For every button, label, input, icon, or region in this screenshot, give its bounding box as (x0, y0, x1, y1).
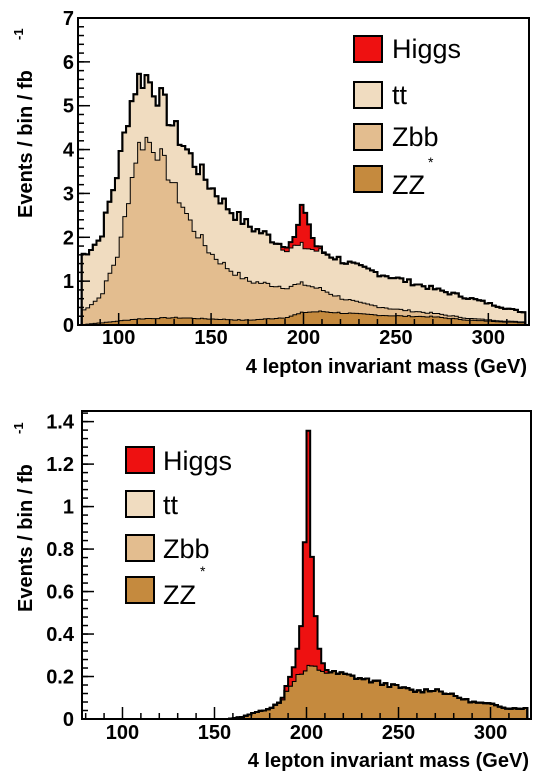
top-x-tick-label: 150 (194, 327, 227, 349)
bottom-x-tick-label: 200 (290, 722, 323, 744)
bottom-series-area-higgs (82, 430, 531, 719)
bottom-x-axis-title: 4 lepton invariant mass (GeV) (248, 750, 529, 772)
legend-swatch-higgs (125, 446, 155, 474)
legend-swatch-zz (125, 576, 155, 604)
top-x-tick-label: 300 (472, 327, 505, 349)
top-y-tick-label: 3 (63, 183, 74, 205)
bottom-x-tick-label: 100 (106, 722, 139, 744)
top-y-tick-label: 0 (63, 315, 74, 337)
legend-swatch-tt (125, 490, 155, 518)
bottom-y-axis-title-group: Events / bin / fb -1 (11, 422, 37, 612)
bottom-y-tick-label: 0.6 (46, 582, 74, 604)
top-y-tick-label: 5 (63, 96, 74, 118)
bottom-x-tick-label: 150 (198, 722, 231, 744)
bottom-legend: Higgs tt Zbb ZZ * (125, 446, 232, 610)
bottom-x-tick-label: 300 (474, 722, 507, 744)
bottom-y-tick-label: 0 (63, 709, 74, 731)
top-series-area-tt (78, 73, 529, 326)
bottom-y-tick-label: 0.2 (46, 667, 74, 689)
legend-swatch-zz (353, 165, 383, 193)
legend-label-tt: tt (392, 80, 408, 110)
bottom-y-axis-title-superscript: -1 (11, 422, 26, 434)
legend-label-zz: ZZ (163, 580, 196, 610)
top-y-axis-title-group: Events / bin / fb -1 (11, 28, 37, 218)
top-x-tick-label: 200 (287, 327, 320, 349)
bottom-series-area-zz (82, 664, 531, 719)
legend-swatch-higgs (353, 35, 383, 63)
top-legend: Higgs tt Zbb ZZ * (353, 34, 461, 200)
top-x-tick-label: 250 (379, 327, 412, 349)
top-series-outline-higgs (78, 72, 529, 326)
top-y-axis-title-superscript: -1 (11, 28, 26, 40)
top-series-area-zbb (78, 136, 529, 325)
top-y-axis-title: Events / bin / fb (15, 70, 37, 218)
legend-label-tt: tt (163, 490, 179, 520)
top-x-tick-label: 100 (102, 327, 135, 349)
legend-swatch-zbb (353, 123, 383, 151)
top-chart: 100 150 200 250 300 0 1 2 3 4 5 6 7 4 le… (11, 8, 530, 378)
legend-label-zz: ZZ (392, 170, 425, 200)
bottom-y-tick-label: 0.8 (46, 539, 74, 561)
legend-label-zz-superscript: * (200, 563, 206, 579)
legend-label-zz-superscript: * (428, 154, 434, 170)
bottom-x-tick-label: 250 (382, 722, 415, 744)
bottom-y-tick-label: 1.2 (46, 454, 74, 476)
legend-label-higgs: Higgs (163, 446, 232, 476)
legend-swatch-zbb (125, 534, 155, 562)
bottom-y-tick-label: 1 (63, 497, 74, 519)
bottom-y-tick-label: 0.4 (46, 624, 75, 646)
bottom-y-axis-title: Events / bin / fb (15, 464, 37, 612)
top-x-axis-title: 4 lepton invariant mass (GeV) (246, 356, 527, 378)
bottom-y-tick-label: 1.4 (46, 412, 75, 434)
legend-swatch-tt (353, 81, 383, 109)
top-y-tick-label: 2 (63, 227, 74, 249)
top-y-tick-label: 6 (63, 52, 74, 74)
legend-label-zbb: Zbb (163, 534, 210, 564)
legend-label-higgs: Higgs (392, 34, 461, 64)
legend-label-zbb: Zbb (392, 122, 439, 152)
top-y-tick-label: 4 (63, 140, 75, 162)
bottom-chart: 100 150 200 250 300 0 0.2 0.4 0.6 0.8 1 … (11, 410, 532, 772)
top-y-tick-label: 7 (63, 8, 74, 30)
top-y-tick-label: 1 (63, 271, 74, 293)
